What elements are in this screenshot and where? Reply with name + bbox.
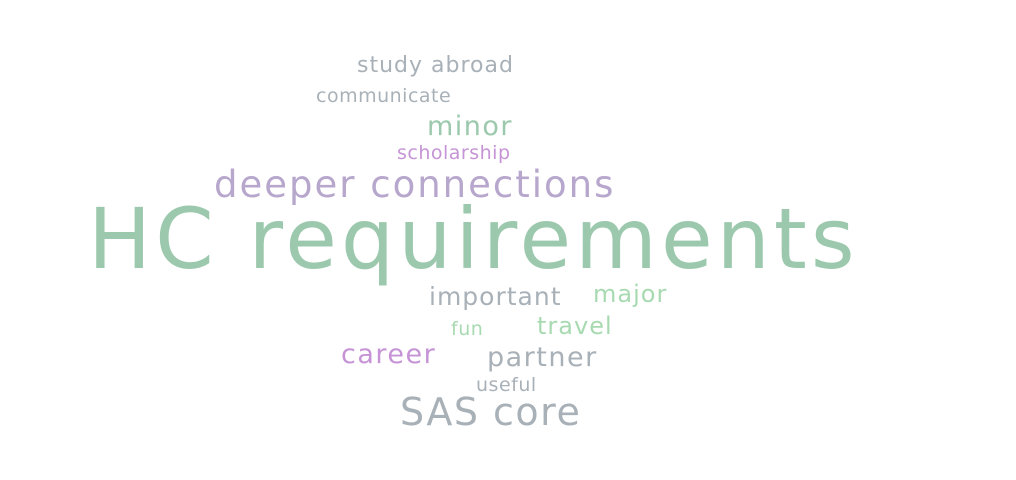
word-important: important bbox=[429, 282, 562, 311]
word-hc-requirements: HC requirements bbox=[88, 190, 859, 288]
word-deeper-connections: deeper connections bbox=[214, 163, 616, 206]
word-fun: fun bbox=[451, 318, 484, 340]
word-major: major bbox=[593, 280, 668, 308]
word-study-abroad: study abroad bbox=[357, 53, 514, 78]
word-travel: travel bbox=[537, 312, 613, 340]
word-useful: useful bbox=[476, 374, 537, 396]
word-minor: minor bbox=[427, 111, 514, 142]
word-partner: partner bbox=[487, 342, 598, 373]
word-scholarship: scholarship bbox=[397, 142, 511, 164]
word-sas-core: SAS core bbox=[400, 390, 582, 434]
word-communicate: communicate bbox=[316, 85, 452, 107]
word-career: career bbox=[341, 339, 437, 370]
